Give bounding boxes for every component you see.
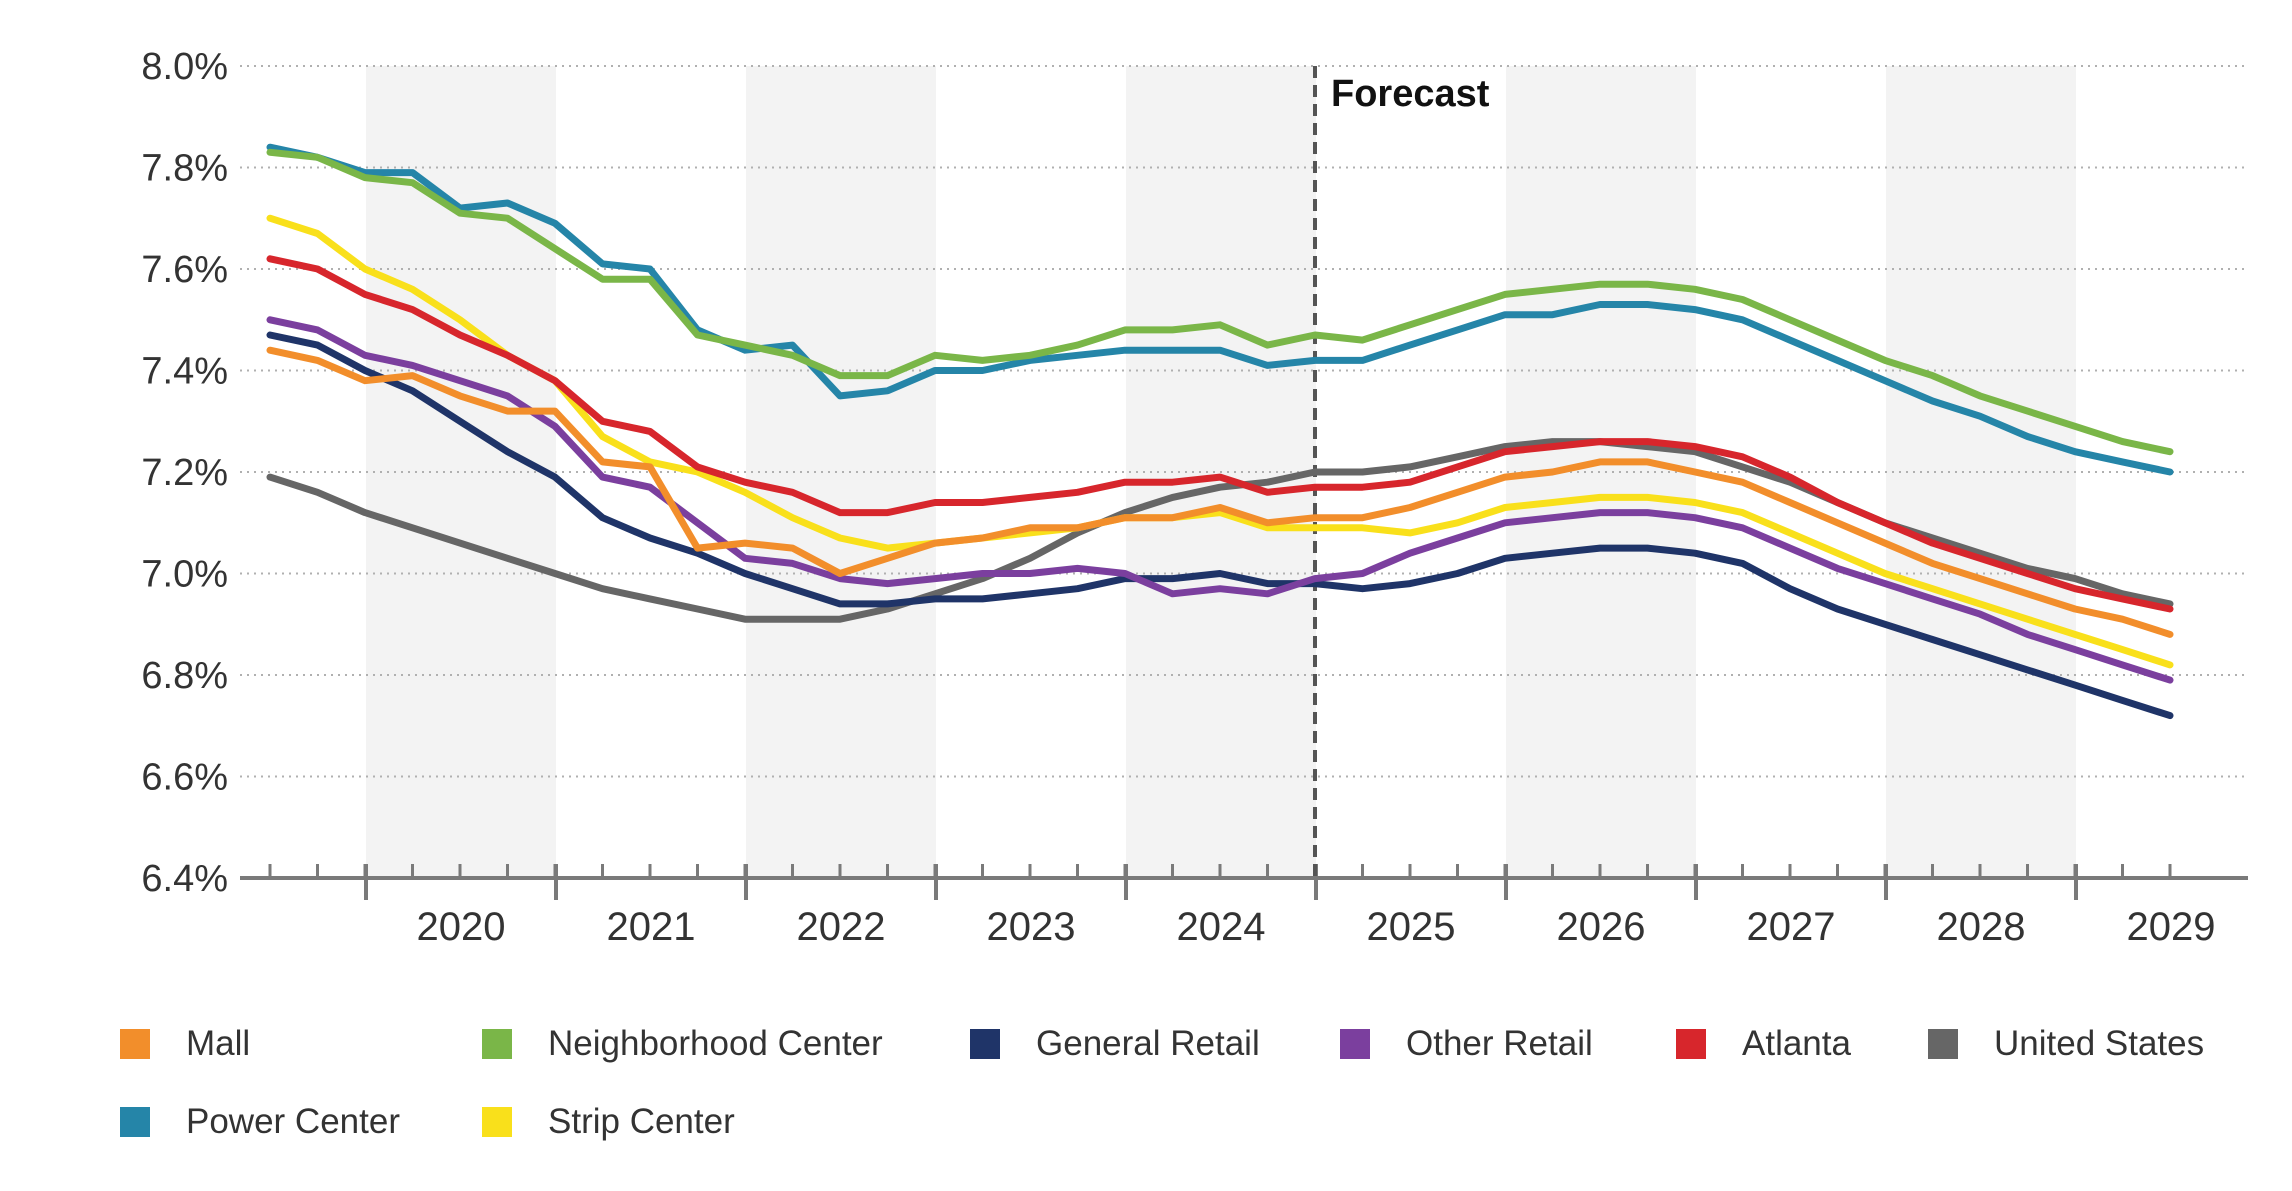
series-line-atlanta xyxy=(266,255,2174,613)
year-band xyxy=(746,66,936,878)
y-axis-tick-labels: 6.4% 6.6% 6.8% 7.0% 7.2% 7.4% 7.6% 7.8% 8.0% xyxy=(141,46,228,900)
x-tick-label: 2028 xyxy=(1937,905,2026,949)
series-line-general-retail xyxy=(266,331,2174,720)
series-line-neighborhood-center xyxy=(266,148,2174,456)
y-tick-label: 7.2% xyxy=(141,452,228,494)
series-line-other-retail xyxy=(266,316,2174,684)
forecast-label: Forecast xyxy=(1331,73,1490,115)
x-tick-label: 2020 xyxy=(417,905,506,949)
series-lines xyxy=(266,143,2174,720)
y-tick-label: 6.4% xyxy=(141,858,228,900)
x-axis xyxy=(240,864,2248,900)
x-tick-label: 2024 xyxy=(1177,905,1266,949)
x-tick-label: 2029 xyxy=(2127,905,2216,949)
y-tick-label: 6.6% xyxy=(141,757,228,799)
y-tick-label: 6.8% xyxy=(141,655,228,697)
x-tick-label: 2027 xyxy=(1747,905,1836,949)
year-band xyxy=(366,66,556,878)
x-axis-year-labels: 2020 2021 2022 2023 2024 2025 2026 2027 2028 2029 xyxy=(417,905,2216,949)
x-tick-label: 2022 xyxy=(797,905,886,949)
x-tick-label: 2021 xyxy=(607,905,696,949)
year-shading-bands xyxy=(366,66,2076,878)
series-line-mall xyxy=(266,346,2174,638)
series-line-strip-center xyxy=(266,214,2174,669)
y-tick-label: 7.6% xyxy=(141,249,228,291)
x-tick-label: 2023 xyxy=(987,905,1076,949)
y-tick-label: 7.4% xyxy=(141,351,228,393)
year-band xyxy=(1886,66,2076,878)
x-tick-label: 2026 xyxy=(1557,905,1646,949)
y-tick-label: 8.0% xyxy=(141,46,228,88)
y-tick-label: 7.8% xyxy=(141,148,228,190)
x-tick-label: 2025 xyxy=(1367,905,1456,949)
series-line-power-center xyxy=(266,143,2174,476)
y-tick-label: 7.0% xyxy=(141,554,228,596)
